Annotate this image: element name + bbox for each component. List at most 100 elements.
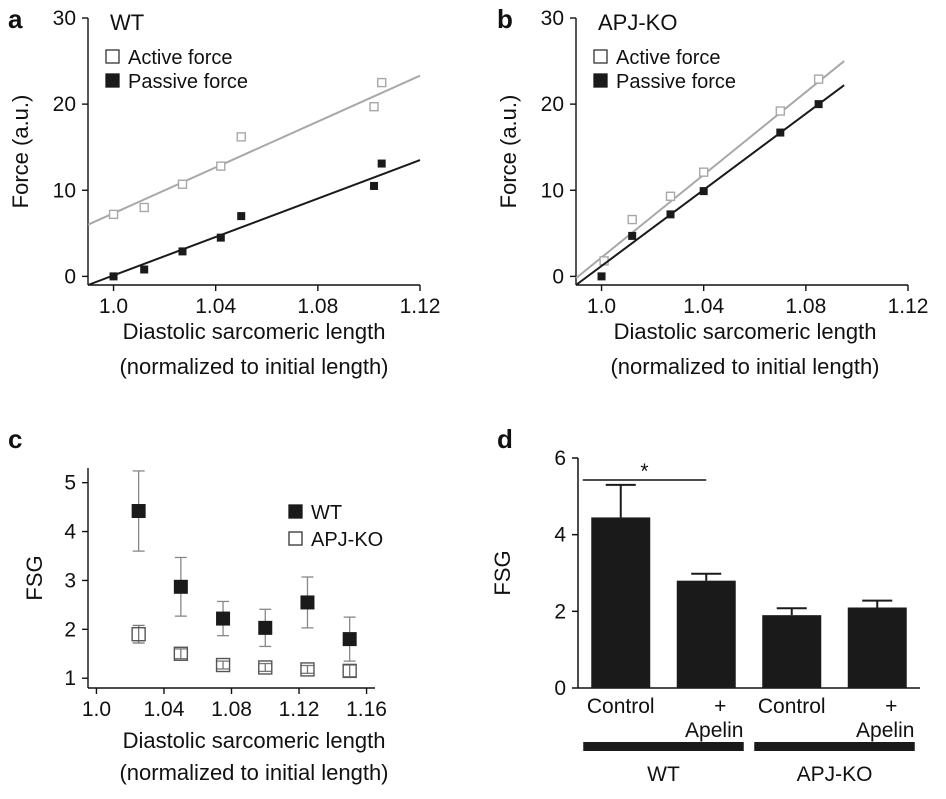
panel-b-chart: 0 10 20 30 1.0 1.04 1.08 1.12 Force (a.u.) Diasto… <box>496 7 928 379</box>
series-apj-ko-point <box>258 660 273 675</box>
legend-marker-apj-ko <box>288 531 303 546</box>
category-label: + <box>885 695 897 718</box>
x-tick-label: 1.08 <box>785 295 826 318</box>
bar <box>676 580 736 688</box>
series-active-force-point <box>376 77 387 88</box>
legend-label-active-force: Active force <box>616 47 720 69</box>
series-active-force-point <box>177 179 188 189</box>
panel-letter-c: c <box>8 424 22 454</box>
y-tick-label: 4 <box>64 521 76 544</box>
legend-marker-passive-force <box>105 73 120 88</box>
x-tick-label: 1.0 <box>99 295 128 318</box>
legend-label-apj-ko: APJ-KO <box>311 529 383 551</box>
series-passive-force-point <box>178 247 187 256</box>
series-passive-force-point <box>216 233 225 242</box>
series-passive-force-point <box>597 272 606 281</box>
x-tick-label: 1.08 <box>297 295 338 318</box>
y-axis-title: Force (a.u.) <box>8 95 33 209</box>
x-tick-label: 1.08 <box>211 698 252 721</box>
bar <box>847 607 907 688</box>
series-active-force-point <box>236 132 246 142</box>
series-passive-force-point <box>377 159 386 168</box>
series-active-force-fit-line <box>87 74 421 226</box>
x-tick-label: 1.12 <box>279 698 320 721</box>
series-apj-ko-point <box>300 662 315 677</box>
y-tick-label: 1 <box>64 667 76 690</box>
series-active-force-point <box>775 106 786 116</box>
legend-marker-active-force <box>105 49 120 64</box>
panel-a-chart: 0 10 20 30 1.0 1.04 1.08 1.12 Force (a.u.) Diasto… <box>8 7 440 379</box>
y-tick-label: 2 <box>64 618 76 641</box>
y-tick-label: 0 <box>64 265 76 288</box>
series-apj-ko-point <box>173 646 189 661</box>
x-axis-title: Diastolic sarcomeric length <box>123 728 386 753</box>
x-tick-label: 1.04 <box>144 698 185 721</box>
y-tick-label: 0 <box>554 677 566 700</box>
y-tick-label: 30 <box>541 7 564 30</box>
group-label: WT <box>647 763 680 786</box>
legend-label-active-force: Active force <box>128 47 232 69</box>
category-label: Apelin <box>856 719 914 742</box>
series-passive-force-point <box>140 265 149 274</box>
y-tick-label: 4 <box>554 524 566 547</box>
x-axis-subtitle: (normalized to initial length) <box>119 760 388 785</box>
y-tick-label: 20 <box>53 93 76 116</box>
series-wt-point <box>216 611 231 626</box>
y-tick-label: 6 <box>554 447 566 470</box>
series-wt-point <box>258 620 273 635</box>
chart-title: WT <box>110 10 144 35</box>
x-tick-label: 1.0 <box>587 295 616 318</box>
y-tick-label: 0 <box>552 265 564 288</box>
x-tick-label: 1.0 <box>82 698 111 721</box>
x-tick-label: 1.12 <box>400 295 441 318</box>
legend-label-passive-force: Passive force <box>128 71 248 93</box>
series-apj-ko-point <box>131 627 146 642</box>
group-bar <box>754 742 915 751</box>
series-apj-ko-point <box>342 663 357 679</box>
x-tick-label: 1.04 <box>195 295 236 318</box>
series-passive-force-point <box>237 212 246 221</box>
series-active-force-point <box>139 202 149 213</box>
y-tick-label: 10 <box>53 179 76 202</box>
series-passive-force-fit-line <box>87 159 421 286</box>
y-tick-label: 3 <box>64 569 76 592</box>
series-active-force-point <box>216 161 226 171</box>
series-active-force-point <box>108 209 119 220</box>
group-label: APJ-KO <box>797 763 873 786</box>
series-passive-force-fit-line <box>575 84 845 286</box>
series-passive-force-point <box>628 231 637 240</box>
significance-star: * <box>640 460 648 483</box>
series-active-force-fit-line <box>575 60 845 279</box>
x-tick-label: 1.04 <box>683 295 724 318</box>
chart-title: APJ-KO <box>598 10 677 35</box>
y-tick-label: 10 <box>541 179 564 202</box>
series-passive-force-point <box>109 272 118 281</box>
x-axis-subtitle: (normalized to initial length) <box>119 354 388 379</box>
panel-c-chart: 1 2 3 4 5 1.0 1.04 1.08 1.12 1.16 FSG Diastolic sar… <box>22 468 389 785</box>
y-axis-title: FSG <box>490 550 515 595</box>
x-axis-subtitle: (normalized to initial length) <box>610 354 879 379</box>
series-apj-ko-point <box>215 657 231 673</box>
legend-marker-active-force <box>593 49 608 64</box>
series-active-force-point <box>627 214 637 225</box>
series-passive-force-point <box>370 181 379 190</box>
series-wt-point <box>131 504 146 519</box>
y-tick-label: 5 <box>64 472 76 495</box>
series-active-force-point <box>665 191 676 201</box>
y-axis-title: FSG <box>22 555 47 600</box>
series-active-force-point <box>369 102 379 112</box>
bar <box>591 517 651 688</box>
series-active-force-point <box>698 167 709 177</box>
y-tick-label: 20 <box>541 93 564 116</box>
legend-marker-wt <box>288 504 303 519</box>
series-wt-point <box>173 579 188 594</box>
category-label: Apelin <box>685 719 743 742</box>
legend-label-passive-force: Passive force <box>616 71 736 93</box>
panel-letter-b: b <box>497 4 513 34</box>
bar <box>762 615 822 688</box>
y-tick-label: 2 <box>554 600 566 623</box>
series-active-force-point <box>813 74 824 84</box>
series-passive-force-point <box>666 210 675 219</box>
